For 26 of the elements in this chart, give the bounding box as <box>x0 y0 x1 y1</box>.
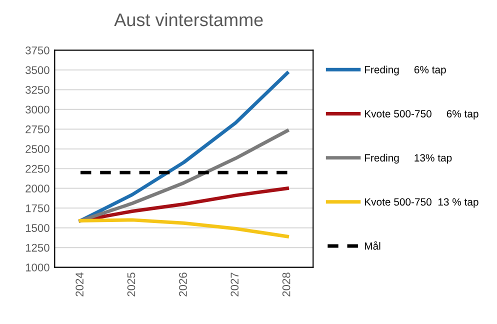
legend-label: Kvote 500-750 6% tap <box>364 110 478 120</box>
legend-label: Freding 6% tap <box>364 66 446 76</box>
y-tick-label: 1000 <box>26 264 50 272</box>
x-tick-label: 2025 <box>127 272 136 296</box>
line-series <box>78 218 289 238</box>
x-tick-label: 2028 <box>282 272 290 296</box>
line-series <box>78 71 289 222</box>
y-tick-label: 2500 <box>26 145 50 154</box>
y-tick-label: 2750 <box>26 125 50 134</box>
legend-label: Mål <box>364 241 380 250</box>
y-tick-label: 3000 <box>26 106 50 114</box>
legend-label: Kvote 500-750 13 % tap <box>364 198 478 208</box>
line-series <box>78 129 289 222</box>
y-tick-label: 1750 <box>26 204 50 212</box>
x-tick-label: 2027 <box>230 272 239 296</box>
y-tick-label: 1500 <box>26 224 50 232</box>
y-tick-label: 3750 <box>26 46 50 54</box>
y-tick-label: 3250 <box>26 86 50 94</box>
y-tick-label: 2250 <box>26 164 50 173</box>
y-tick-label: 1250 <box>26 244 50 252</box>
y-tick-label: 2000 <box>26 184 50 192</box>
x-tick-label: 2026 <box>179 272 187 296</box>
x-tick-label: 2024 <box>76 272 84 296</box>
legend-label: Freding 13% tap <box>364 154 452 164</box>
y-tick-label: 3500 <box>26 66 50 74</box>
chart-title: Aust vinterstamme <box>114 12 263 26</box>
